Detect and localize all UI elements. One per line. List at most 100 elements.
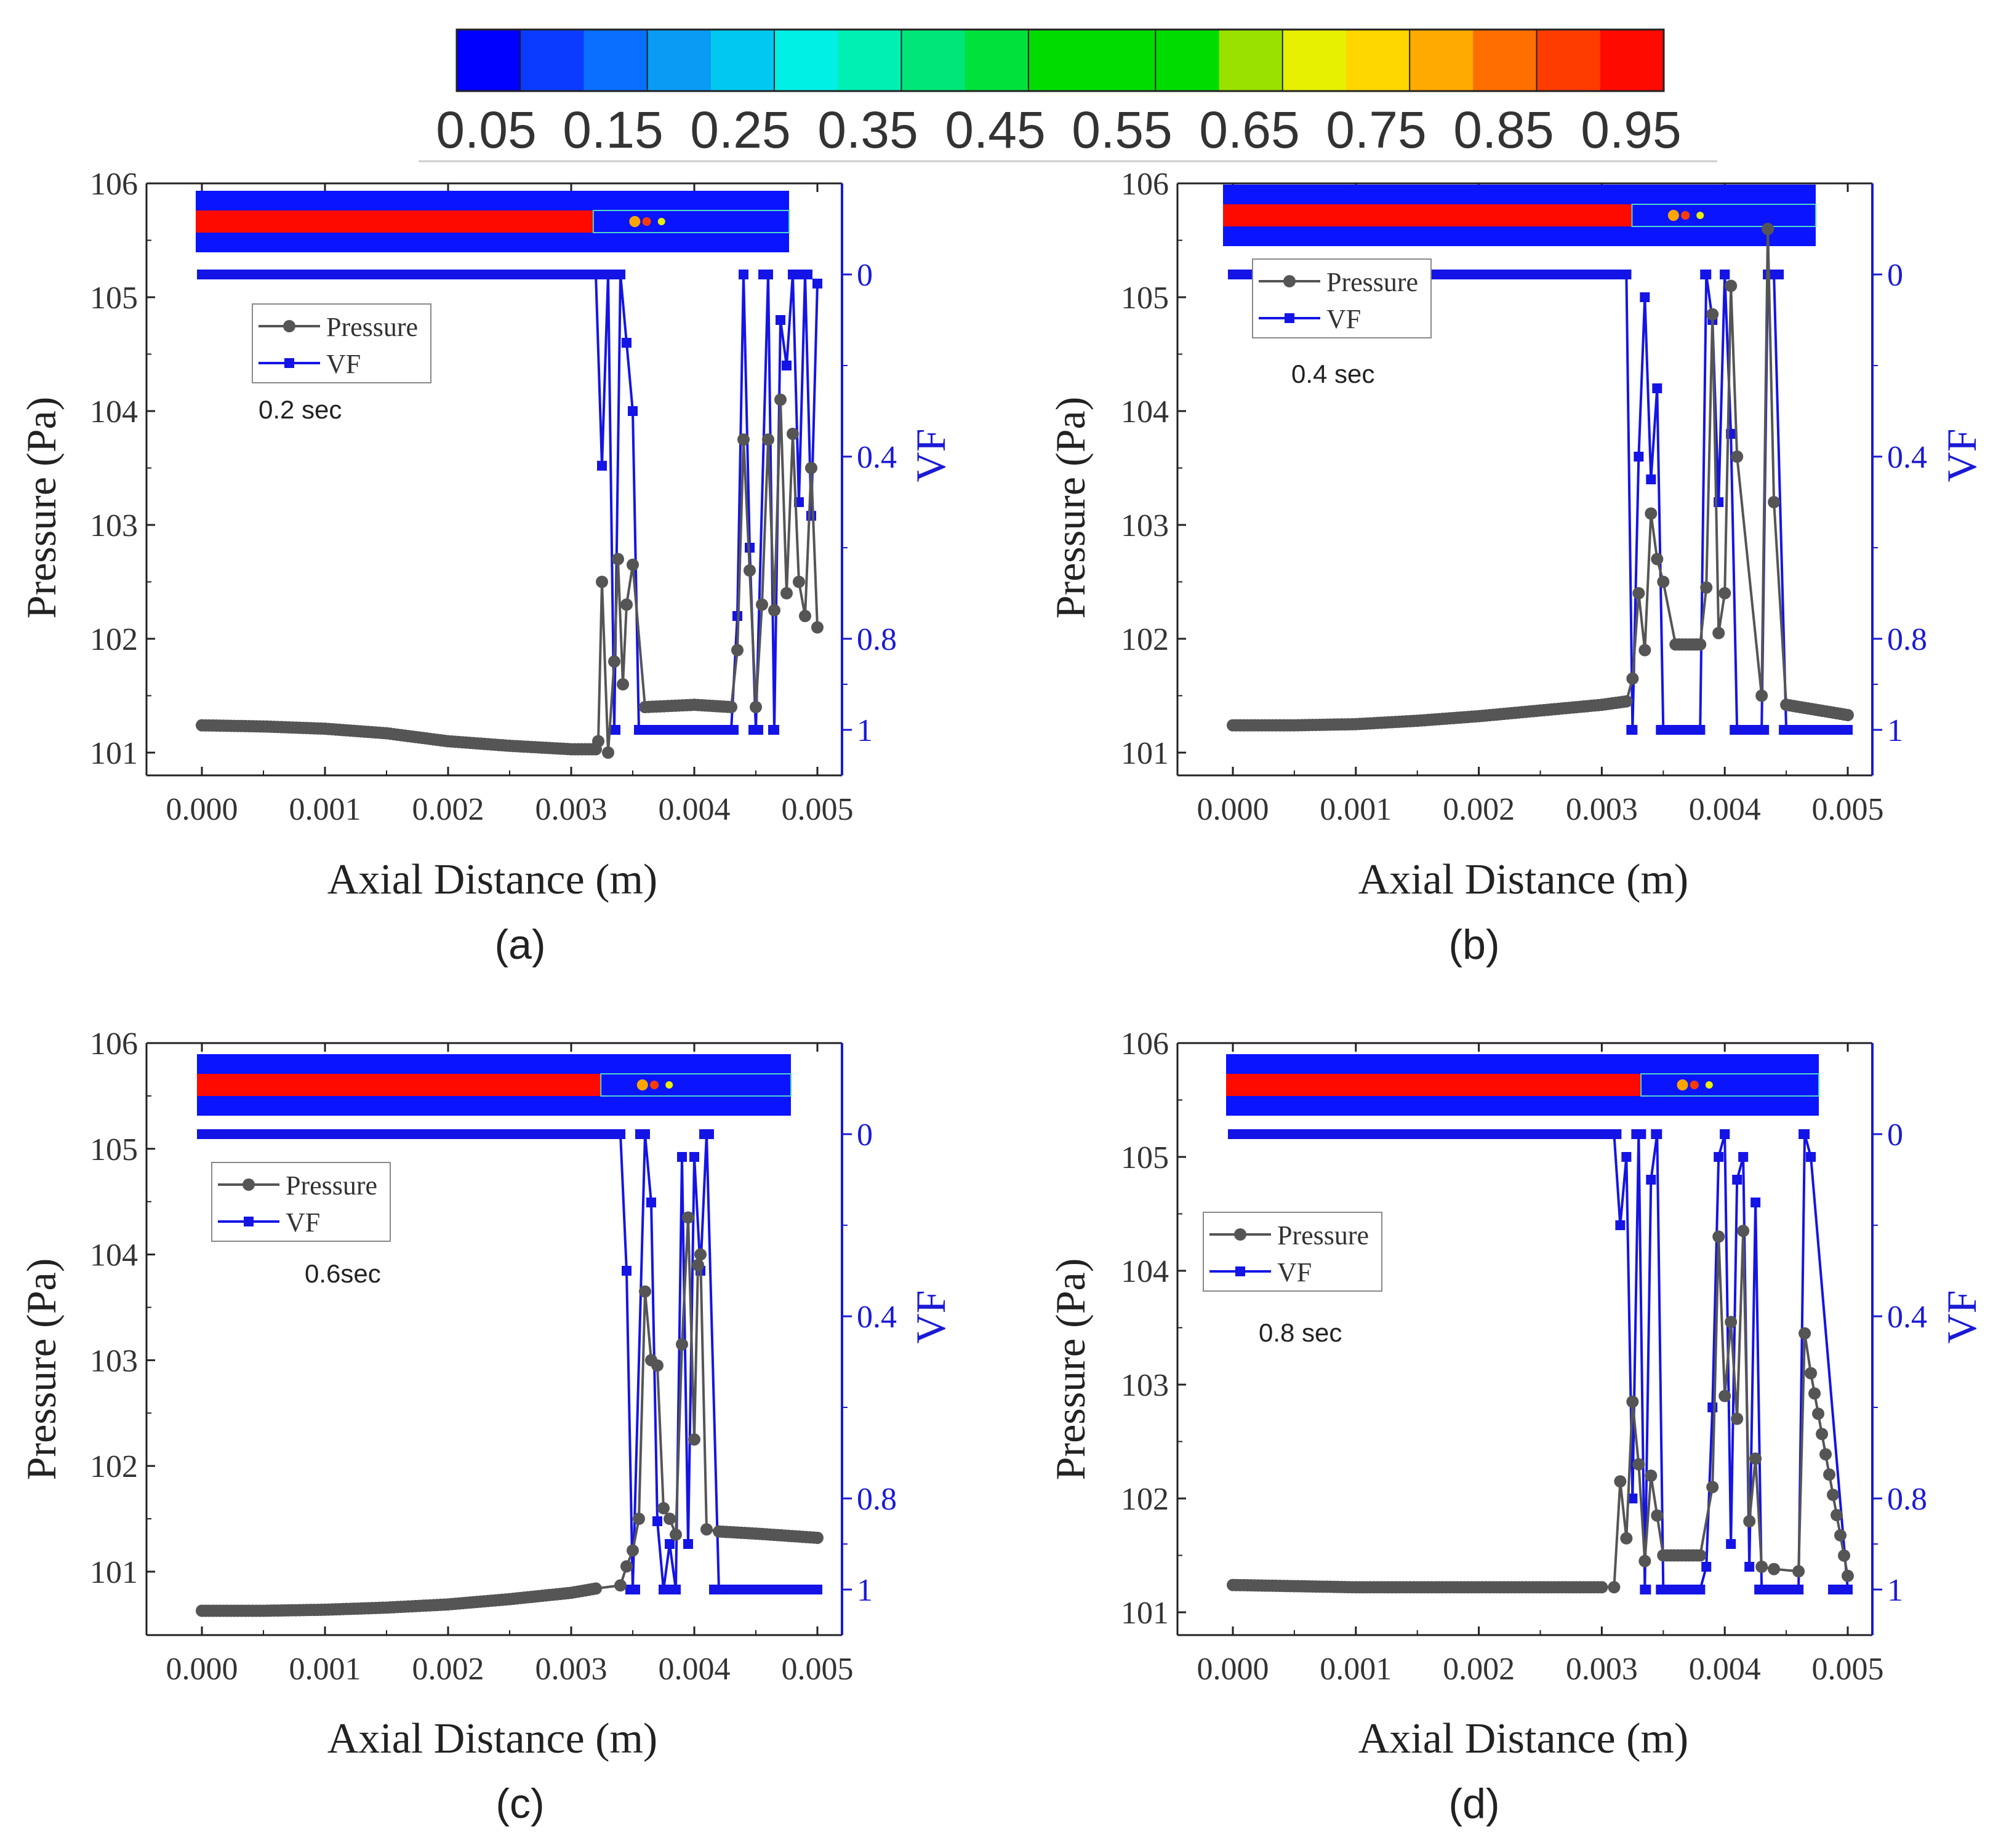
pressure-series-line: [201, 399, 819, 753]
pressure-point: [670, 1528, 682, 1541]
vf-contour-image: [1226, 1054, 1820, 1116]
y-tick-label: 103: [1121, 508, 1169, 543]
legend-vf-marker: [1235, 1266, 1245, 1276]
y-tick-label: 105: [1121, 1140, 1169, 1175]
pressure-point: [1755, 689, 1768, 702]
y-tick-label: 102: [90, 1449, 138, 1484]
colorbar-swatch: [520, 30, 584, 91]
legend: Pressure VF: [1203, 1212, 1382, 1292]
colorbar-swatch: [774, 30, 838, 91]
pressure-point: [627, 558, 639, 571]
pressure-point: [694, 1248, 707, 1261]
x-tick-label: 0.005: [782, 1652, 854, 1687]
pressure-point: [1626, 1395, 1639, 1408]
vf-point: [1774, 270, 1784, 279]
colorbar-swatch: [1155, 30, 1220, 91]
vf-point: [729, 725, 739, 735]
pressure-point: [1712, 626, 1725, 639]
y-tick-label: 104: [1121, 394, 1169, 430]
time-label: 0.6sec: [305, 1259, 381, 1288]
pressure-point: [1690, 638, 1703, 651]
legend-pressure-marker: [283, 320, 295, 332]
pressure-point: [737, 433, 750, 446]
colorbar-swatch: [964, 30, 1029, 91]
pressure-point: [1651, 1509, 1664, 1522]
pressure-point: [1614, 1475, 1627, 1488]
pressure-point: [1718, 587, 1731, 599]
pressure-point: [620, 1560, 633, 1573]
vf-point: [1838, 1585, 1848, 1594]
x-tick-label: 0.005: [1812, 1652, 1884, 1687]
y2-tick-label: 0: [1887, 1118, 1903, 1153]
pressure-point: [1638, 1554, 1651, 1567]
legend-pressure-marker: [1234, 1228, 1246, 1241]
x-axis-label: Axial Distance (m): [327, 1715, 657, 1762]
vf-point: [768, 725, 778, 735]
vf-point: [1621, 270, 1632, 279]
x-tick-label: 0.000: [166, 792, 238, 827]
colorbar-swatch: [1536, 30, 1601, 91]
legend-box: [1252, 258, 1432, 338]
legend-pressure-marker: [1283, 275, 1296, 287]
y2-tick-label: 1: [1887, 1573, 1903, 1608]
pressure-point: [692, 1258, 704, 1271]
colorbar-tick-label: 0.15: [563, 101, 664, 159]
pressure-point: [1632, 1458, 1645, 1471]
x-tick-label: 0.002: [412, 1652, 484, 1687]
pressure-point: [1657, 575, 1670, 588]
vf-point: [597, 460, 607, 471]
vf-point: [1695, 1585, 1706, 1594]
y-tick-label: 102: [1121, 622, 1169, 657]
vf-point: [1636, 1129, 1646, 1139]
x-tick-label: 0.000: [1197, 792, 1269, 827]
contour-interface: [600, 1073, 792, 1097]
time-label: 0.8 sec: [1259, 1318, 1342, 1347]
legend-pressure-marker: [243, 1178, 255, 1191]
x-axis-label: Axial Distance (m): [1358, 856, 1688, 903]
x-tick-label: 0.004: [1689, 792, 1761, 827]
pressure-point: [1645, 1470, 1658, 1482]
x-axis-label: Axial Distance (m): [1358, 1715, 1688, 1762]
vf-point: [1640, 292, 1650, 302]
vf-point: [812, 278, 822, 289]
pressure-point: [793, 575, 805, 588]
vf-point: [1646, 474, 1656, 484]
pressure-point: [1737, 1225, 1750, 1238]
pressure-point: [657, 1502, 670, 1514]
pressure-point: [811, 621, 824, 634]
y-axis-label: Pressure (Pa): [18, 397, 65, 619]
vf-point: [591, 270, 601, 279]
contour-droplet: [642, 217, 651, 226]
vf-point: [1720, 270, 1730, 279]
vf-point: [665, 1539, 675, 1549]
pressure-point: [1718, 1390, 1731, 1402]
colorbar-tick-label: 0.95: [1581, 101, 1682, 159]
pressure-point: [1731, 1412, 1744, 1425]
x-tick-label: 0.003: [535, 792, 608, 827]
vf-point: [606, 270, 616, 279]
pressure-point: [1620, 1532, 1633, 1545]
pressure-point: [805, 462, 817, 474]
y-axis-label: Pressure (Pa): [18, 1258, 65, 1481]
panel-label: (a): [494, 921, 545, 968]
vf-point: [1646, 1175, 1656, 1185]
contour-interface: [592, 210, 790, 233]
vf-point: [640, 1129, 650, 1139]
y-tick-label: 101: [90, 736, 138, 771]
time-label: 0.4 sec: [1291, 359, 1374, 388]
pressure-point: [1725, 1316, 1738, 1329]
pressure-point: [1812, 1407, 1825, 1420]
pressure-point: [602, 746, 614, 759]
colorbar-swatch: [1345, 30, 1410, 91]
colorbar-swatch: [1473, 30, 1538, 91]
colorbar-swatch: [901, 30, 966, 91]
vf-point: [1615, 1220, 1626, 1230]
pressure-point: [586, 1583, 599, 1596]
x-axis-label: Axial Distance (m): [327, 856, 657, 903]
contour-droplet: [1696, 212, 1704, 219]
colorbar-swatch: [647, 30, 712, 91]
panel-label: (c): [495, 1780, 544, 1827]
pressure-point: [614, 1579, 627, 1592]
pressure-point: [627, 1544, 639, 1557]
chart-panel: 0.000 0.001 0.002 0.003 0.004 0.005 101 102 103 1…: [90, 1026, 897, 1687]
